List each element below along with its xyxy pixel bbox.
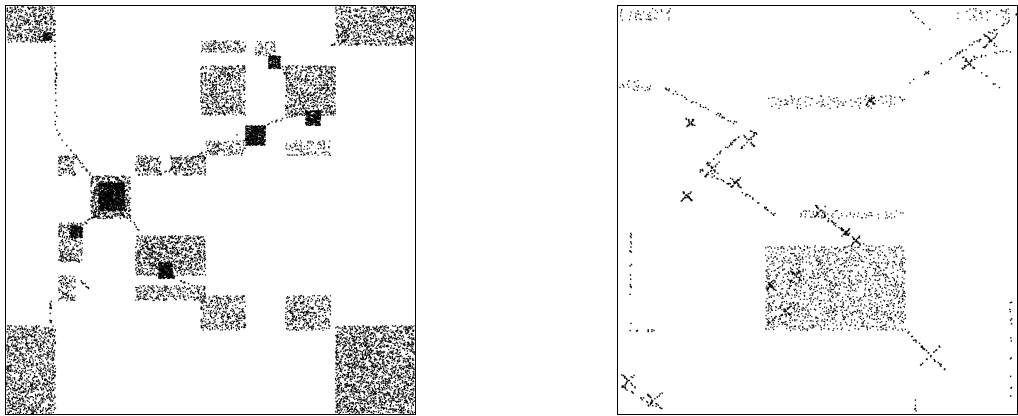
sparsity-figure xyxy=(0,0,1018,416)
left-panel-frame xyxy=(6,6,416,415)
right-panel-frame xyxy=(618,6,1018,415)
figure xyxy=(0,0,1018,416)
